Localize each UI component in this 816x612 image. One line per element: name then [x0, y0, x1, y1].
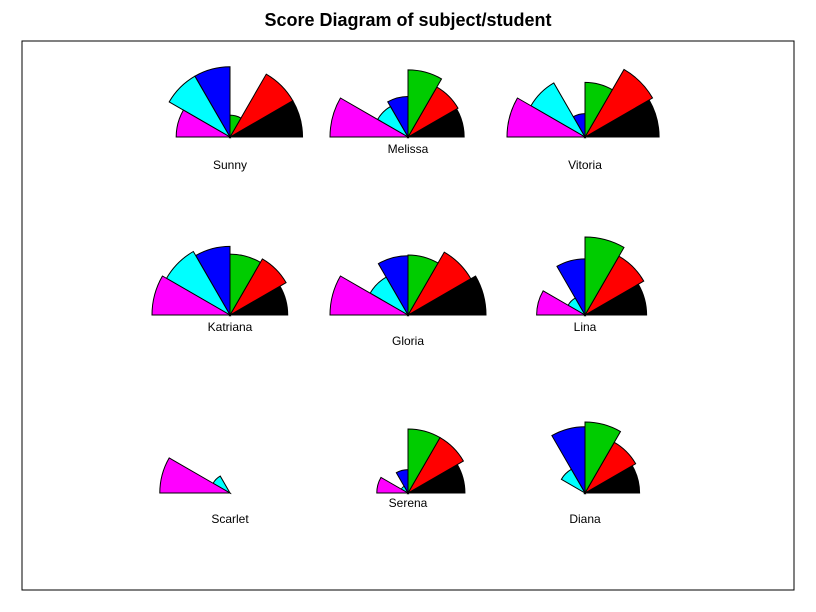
star-melissa: Melissa [329, 69, 465, 156]
segment-blue-gloria [377, 255, 409, 317]
stars-layer: Sunny Melissa Vitoria Katriana Gloria Lina Sca… [151, 66, 660, 526]
segment-magenta-serena [376, 476, 410, 494]
segment-green-gloria [407, 254, 439, 317]
segment-green-serena [407, 428, 441, 495]
segment-red-katriana [228, 258, 287, 317]
student-label-melissa: Melissa [388, 142, 429, 156]
student-label-scarlet: Scarlet [211, 512, 249, 526]
segment-red-gloria [406, 251, 472, 317]
segment-cyan-diana [560, 468, 587, 495]
student-label-serena: Serena [389, 496, 428, 510]
segment-magenta-lina [536, 290, 587, 316]
segment-blue-lina [556, 258, 586, 317]
student-label-gloria: Gloria [392, 334, 424, 348]
star-serena: Serena [376, 428, 466, 510]
star-scarlet: Scarlet [159, 457, 249, 526]
star-gloria: Gloria [329, 251, 487, 348]
segment-green-melissa [407, 69, 443, 139]
segment-green-vitoria [584, 81, 613, 139]
star-lina: Lina [536, 236, 648, 334]
student-label-diana: Diana [569, 512, 601, 526]
segment-blue-diana [551, 426, 586, 495]
segment-magenta-katriana [151, 275, 232, 316]
star-vitoria: Vitoria [506, 68, 660, 172]
plot-frame [21, 40, 795, 591]
segment-magenta-scarlet [159, 457, 232, 494]
segment-magenta-vitoria [506, 97, 587, 138]
star-diana: Diana [551, 421, 641, 526]
segment-magenta-sunny [175, 109, 232, 138]
segment-cyan-sunny [168, 75, 232, 139]
segment-magenta-melissa [329, 97, 410, 138]
star-katriana: Katriana [151, 245, 289, 334]
segment-magenta-gloria [329, 275, 410, 316]
student-label-katriana: Katriana [208, 320, 253, 334]
chart-title: Score Diagram of subject/student [264, 10, 552, 30]
segment-red-sunny [228, 73, 294, 139]
segment-green-lina [584, 236, 625, 317]
star-sunny: Sunny [168, 66, 304, 172]
segment-black-gloria [406, 275, 487, 316]
student-label-lina: Lina [574, 320, 597, 334]
segment-green-diana [584, 421, 622, 495]
segment-red-vitoria [583, 68, 654, 139]
student-label-vitoria: Vitoria [568, 158, 602, 172]
segment-blue-melissa [387, 95, 409, 139]
student-label-sunny: Sunny [213, 158, 247, 172]
